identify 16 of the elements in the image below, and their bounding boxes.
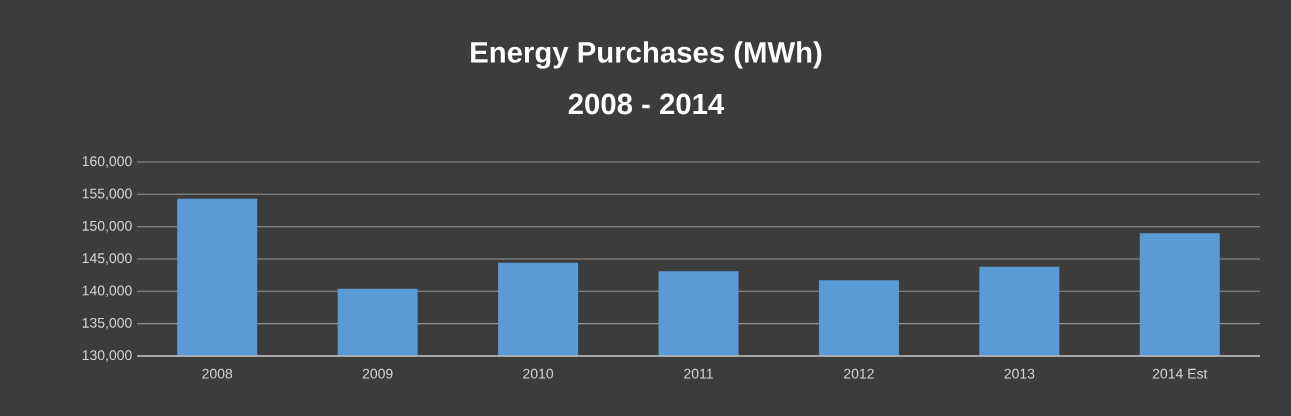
y-tick-label: 155,000 (82, 188, 132, 201)
x-tick-label: 2009 (362, 368, 393, 379)
x-tick-label: 2011 (684, 368, 713, 379)
y-tick-label: 140,000 (82, 285, 132, 298)
x-tick-label: 2010 (523, 368, 554, 379)
y-tick-label: 135,000 (82, 317, 132, 330)
y-tick-label: 160,000 (82, 156, 132, 168)
x-tick-label: 2014 Est (1152, 368, 1208, 379)
chart-title: Energy Purchases (MWh) (471, 41, 822, 69)
y-tick-label: 150,000 (82, 220, 132, 233)
x-tick-label: 2012 (844, 368, 874, 379)
y-tick-label: 145,000 (82, 253, 132, 265)
y-tick-label: 130,000 (82, 350, 132, 362)
x-tick-label: 2013 (1004, 368, 1035, 379)
x-tick-label: 2008 (202, 368, 233, 379)
chart-subtitle: 2008 - 2014 (568, 93, 725, 115)
